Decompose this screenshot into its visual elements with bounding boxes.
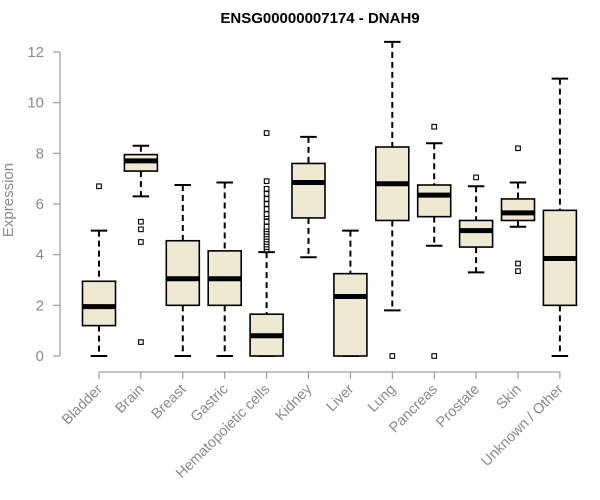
outlier-point xyxy=(515,145,521,152)
y-tick-label: 8 xyxy=(36,145,44,162)
outlier-point xyxy=(515,268,521,274)
outlier-point xyxy=(138,226,144,233)
box-lung xyxy=(374,40,410,359)
outlier-point xyxy=(263,218,270,225)
outlier-point xyxy=(138,239,144,245)
outlier-point xyxy=(515,260,521,267)
box-series xyxy=(81,40,578,359)
x-tick-label: Skin xyxy=(494,382,525,413)
y-tick-label: 6 xyxy=(36,196,44,213)
outlier-point xyxy=(263,130,270,136)
outlier-point xyxy=(263,211,270,217)
outlier-point xyxy=(431,123,438,130)
x-tick-label: Liver xyxy=(324,381,358,415)
y-tick-label: 4 xyxy=(36,247,44,264)
box-gastric xyxy=(207,181,242,357)
y-tick-label: 0 xyxy=(36,348,44,365)
x-tick-label: Lung xyxy=(365,382,399,416)
box-kidney xyxy=(291,135,326,259)
box-breast xyxy=(165,184,201,357)
outlier-point xyxy=(431,353,438,359)
y-axis-ticks: 0 2 4 6 8 10 12 xyxy=(27,44,60,365)
box-brain xyxy=(123,144,159,345)
y-tick-label: 10 xyxy=(27,95,44,112)
x-tick-label: Breast xyxy=(149,382,190,423)
chart-title: ENSG00000007174 - DNAH9 xyxy=(220,10,419,27)
box-hematopoietic-cells xyxy=(249,130,284,357)
outlier-point xyxy=(263,185,270,192)
iqr-box xyxy=(500,198,536,222)
box-pancreas xyxy=(416,123,452,359)
box-bladder xyxy=(81,183,117,357)
outlier-point xyxy=(389,353,396,359)
outlier-point xyxy=(473,174,479,181)
iqr-box xyxy=(333,272,368,357)
y-tick-label: 2 xyxy=(36,297,44,314)
x-tick-label: Kidney xyxy=(273,381,316,424)
box-skin xyxy=(500,145,536,274)
box-unknown-other xyxy=(542,77,578,357)
x-tick-label: Prostate xyxy=(433,382,482,431)
outlier-point xyxy=(263,178,270,185)
outlier-point xyxy=(138,218,144,225)
iqr-box xyxy=(416,184,452,218)
y-tick-label: 12 xyxy=(27,44,44,61)
outlier-point xyxy=(96,183,102,190)
iqr-box xyxy=(291,162,326,219)
outlier-point xyxy=(263,201,270,207)
iqr-box xyxy=(81,280,117,327)
y-axis-label: Expression xyxy=(0,163,17,237)
outlier-point xyxy=(263,191,270,197)
box-prostate xyxy=(458,174,494,274)
outlier-point xyxy=(263,223,270,230)
outlier-point xyxy=(263,196,270,202)
outlier-point xyxy=(138,339,144,345)
x-tick-label: Brain xyxy=(112,382,147,417)
iqr-box xyxy=(458,219,494,248)
iqr-box xyxy=(165,239,201,307)
box-liver xyxy=(333,229,368,357)
x-tick-label: Bladder xyxy=(59,381,106,428)
outlier-point xyxy=(263,206,270,212)
